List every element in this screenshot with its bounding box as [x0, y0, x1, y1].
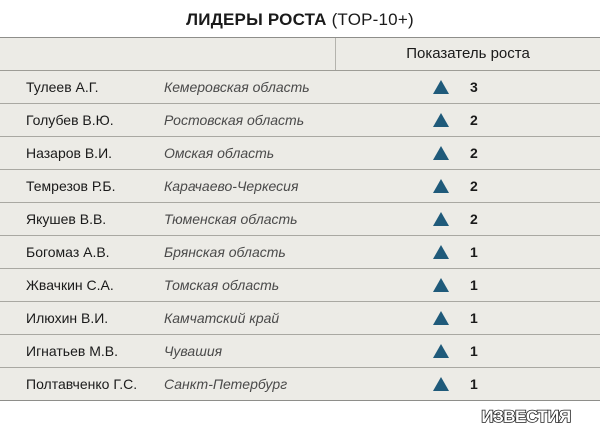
growth-up-icon: [433, 278, 449, 292]
table-row: Игнатьев М.В. Чувашия 1: [0, 335, 600, 368]
growth-value: 1: [470, 376, 478, 392]
table-row: Илюхин В.И. Камчатский край 1: [0, 302, 600, 335]
leader-region: Омская область: [164, 145, 275, 161]
up-triangle-mark: [433, 377, 449, 391]
growth-value: 2: [470, 112, 478, 128]
growth-up-icon: [433, 212, 449, 226]
header-divider: [335, 38, 336, 70]
leader-region: Санкт-Петербург: [164, 376, 288, 392]
logo-text: ИЗВЕСТИЯ: [481, 407, 570, 426]
up-triangle-mark: [433, 212, 449, 226]
table-row: Полтавченко Г.С. Санкт-Петербург 1: [0, 368, 600, 400]
table-row: Темрезов Р.Б. Карачаево-Черкесия 2: [0, 170, 600, 203]
growth-up-icon: [433, 146, 449, 160]
growth-value: 2: [470, 211, 478, 227]
leader-name: Назаров В.И.: [26, 145, 113, 161]
izvestia-logo: ИЗВЕСТИЯ: [481, 406, 573, 426]
growth-value: 1: [470, 310, 478, 326]
growth-up-icon: [433, 311, 449, 325]
table-row: Назаров В.И. Омская область 2: [0, 137, 600, 170]
leaders-table: Показатель роста Тулеев А.Г. Кемеровская …: [0, 37, 600, 401]
leader-region: Карачаево-Черкесия: [164, 178, 299, 194]
leader-name: Якушев В.В.: [26, 211, 107, 227]
up-triangle-mark: [433, 80, 449, 94]
table-row: Жвачкин С.А. Томская область 1: [0, 269, 600, 302]
growth-value: 1: [470, 343, 478, 359]
leader-name: Темрезов Р.Б.: [26, 178, 116, 194]
up-triangle-mark: [433, 146, 449, 160]
table-row: Тулеев А.Г. Кемеровская область 3: [0, 71, 600, 104]
growth-value: 1: [470, 277, 478, 293]
growth-value: 2: [470, 145, 478, 161]
table-row: Якушев В.В. Тюменская область 2: [0, 203, 600, 236]
leader-region: Томская область: [164, 277, 280, 293]
growth-up-icon: [433, 245, 449, 259]
growth-up-icon: [433, 377, 449, 391]
up-triangle-mark: [433, 311, 449, 325]
leader-name: Илюхин В.И.: [26, 310, 109, 326]
growth-value: 2: [470, 178, 478, 194]
leader-region: Брянская область: [164, 244, 286, 260]
table-row: Богомаз А.В. Брянская область 1: [0, 236, 600, 269]
leader-region: Ростовская область: [164, 112, 305, 128]
growth-value: 1: [470, 244, 478, 260]
up-triangle-mark: [433, 344, 449, 358]
leader-name: Тулеев А.Г.: [26, 79, 99, 95]
leader-region: Чувашия: [164, 343, 223, 359]
up-triangle-mark: [433, 113, 449, 127]
growth-up-icon: [433, 179, 449, 193]
growth-up-icon: [433, 344, 449, 358]
growth-value: 3: [470, 79, 478, 95]
table-row: Голубев В.Ю. Ростовская область 2: [0, 104, 600, 137]
leader-name: Голубев В.Ю.: [26, 112, 114, 128]
up-triangle-mark: [433, 179, 449, 193]
leader-region: Кемеровская область: [164, 79, 310, 95]
leader-name: Полтавченко Г.С.: [26, 376, 138, 392]
leader-name: Богомаз А.В.: [26, 244, 110, 260]
leader-name: Жвачкин С.А.: [26, 277, 114, 293]
growth-up-icon: [433, 113, 449, 127]
title-bold: ЛИДЕРЫ РОСТА: [186, 10, 327, 29]
growth-column-header: Показатель роста: [406, 45, 530, 62]
up-triangle-mark: [433, 278, 449, 292]
leader-name: Игнатьев М.В.: [26, 343, 118, 359]
chart-title: ЛИДЕРЫ РОСТА (TOP-10+): [0, 10, 600, 30]
leader-region: Камчатский край: [164, 310, 280, 326]
up-triangle-mark: [433, 245, 449, 259]
table-header: Показатель роста: [0, 38, 600, 71]
title-suffix: (TOP-10+): [326, 10, 414, 29]
leader-region: Тюменская область: [164, 211, 298, 227]
growth-up-icon: [433, 80, 449, 94]
